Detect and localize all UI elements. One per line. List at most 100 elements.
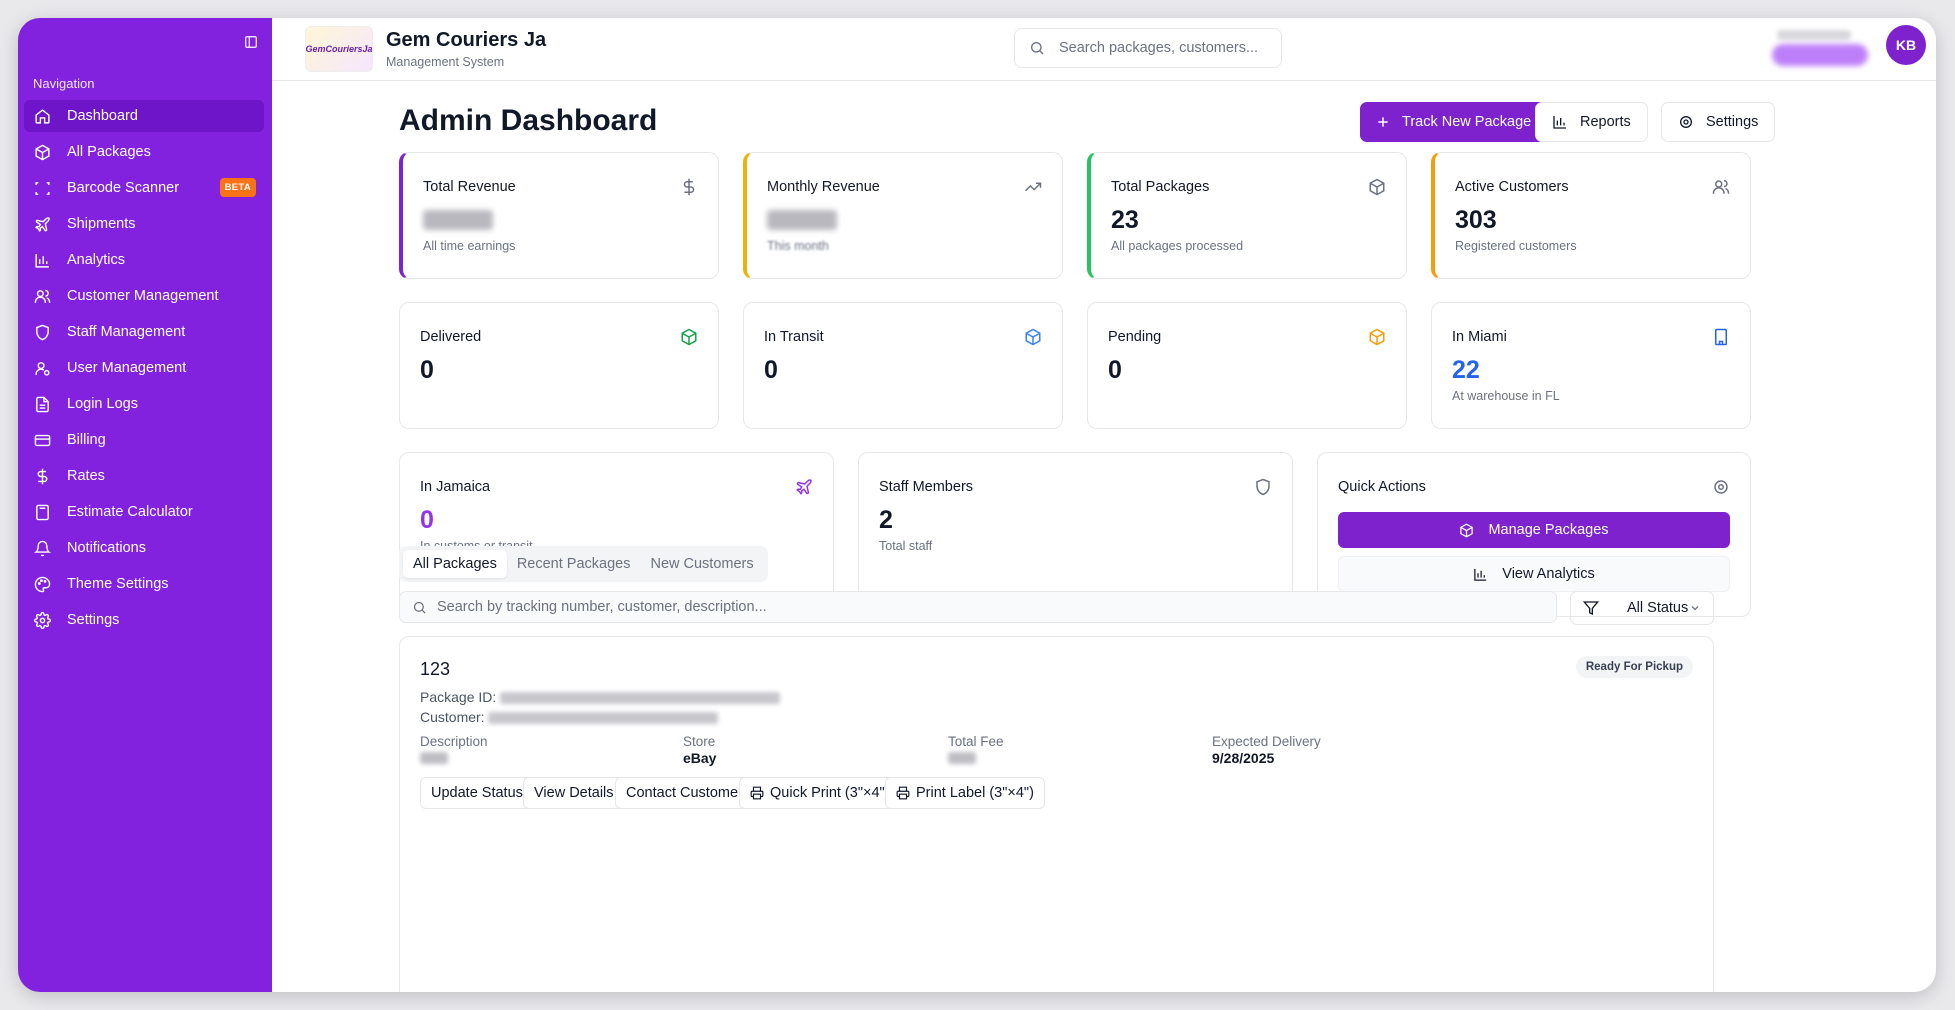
sidebar-item-label: Settings [67,612,120,628]
package-icon [1460,523,1474,537]
status-badge: Ready For Pickup [1575,656,1693,678]
settings-button[interactable]: Settings [1661,102,1776,142]
nav-section-title: Navigation [33,76,95,91]
app-window: Navigation Dashboard All Packages Barcod… [18,18,1936,992]
tab-new-customers[interactable]: New Customers [650,556,754,572]
expected-delivery-label: Expected Delivery [1212,734,1321,749]
stat-value-redacted [423,210,493,230]
description-value-redacted [420,752,448,764]
package-icon [1369,328,1385,346]
sidebar-item-barcode-scanner[interactable]: Barcode Scanner BETA [24,172,264,204]
brand-name: Gem Couriers Ja [386,29,547,51]
package-icon [35,144,50,160]
sidebar-item-analytics[interactable]: Analytics [24,244,264,276]
contact-customer-button[interactable]: Contact Customer [615,777,754,809]
sidebar-item-label: Customer Management [67,288,219,304]
package-search-input[interactable]: Search by tracking number, customer, des… [399,591,1557,623]
stat-value: 0 [1108,356,1122,384]
top-header: GemCouriersJa Gem Couriers Ja Management… [272,18,1936,81]
sidebar-item-staff-management[interactable]: Staff Management [24,316,264,348]
sidebar-item-rates[interactable]: Rates [24,460,264,492]
users-icon [1712,179,1730,194]
search-placeholder: Search packages, customers... [1059,40,1259,56]
sidebar-item-label: Login Logs [67,396,138,412]
track-new-package-button[interactable]: Track New Package [1360,102,1548,142]
stat-card-active-customers: Active Customers 303 Registered customer… [1431,152,1751,279]
sidebar-item-notifications[interactable]: Notifications [24,532,264,564]
package-id-redacted [500,692,781,705]
status-filter-select[interactable]: All Status [1570,591,1714,625]
sidebar-item-shipments[interactable]: Shipments [24,208,264,240]
package-number: 123 [420,659,451,679]
stat-card-monthly-revenue: Monthly Revenue This month [743,152,1063,279]
logo-text: GemCouriersJa [305,44,373,54]
total-fee-label: Total Fee [948,734,1004,749]
status-filter-value: All Status [1627,600,1689,616]
update-status-button[interactable]: Update Status [420,777,534,809]
quick-actions-card: Quick Actions Manage Packages View Analy… [1317,452,1751,617]
bell-icon [34,540,51,556]
chevron-down-icon [1691,606,1699,611]
user-role-redacted [1772,44,1868,66]
sidebar-item-label: Shipments [67,216,136,232]
view-details-button[interactable]: View Details [523,777,625,809]
manage-packages-label: Manage Packages [1488,522,1609,538]
beta-badge: BETA [219,178,256,197]
sidebar-item-label: Theme Settings [67,576,169,592]
stat-subtitle: All time earnings [423,239,516,253]
sidebar-item-dashboard[interactable]: Dashboard [24,100,264,132]
printer-icon [896,786,910,800]
store-label: Store [683,734,716,749]
avatar[interactable]: KB [1886,25,1926,65]
stat-value-redacted [767,210,837,230]
sidebar-item-label: Dashboard [67,108,138,124]
tab-all-packages[interactable]: All Packages [403,550,507,578]
sidebar-item-login-logs[interactable]: Login Logs [24,388,264,420]
store-value: eBay [683,750,717,766]
stat-value: 23 [1111,206,1139,234]
user-name-redacted [1777,30,1851,40]
package-card: 123 Package ID: Customer: Ready For Pick… [399,636,1714,992]
sidebar-item-label: Analytics [67,252,126,268]
quick-print-button[interactable]: Quick Print (3"×4") [739,777,901,809]
brand-logo[interactable]: GemCouriersJa [305,26,373,72]
stat-card-in-miami: In Miami 22 At warehouse in FL [1431,302,1751,429]
sidebar-item-all-packages[interactable]: All Packages [24,136,264,168]
shield-icon [1256,478,1270,496]
manage-packages-button[interactable]: Manage Packages [1338,512,1730,548]
stat-card-in-transit: In Transit 0 [743,302,1063,429]
stat-card-total-packages: Total Packages 23 All packages processed [1087,152,1407,279]
scan-icon [35,181,50,195]
user-cog-icon [35,361,50,376]
sidebar-toggle-icon[interactable] [240,31,262,53]
sidebar-item-customer-management[interactable]: Customer Management [24,280,264,312]
sidebar-item-billing[interactable]: Billing [24,424,264,456]
stat-title: Total Revenue [423,179,516,195]
gear-icon [1680,116,1692,128]
sidebar-item-user-management[interactable]: User Management [24,352,264,384]
gear-icon [1714,480,1728,494]
reports-button[interactable]: Reports [1535,102,1648,142]
search-icon [1031,42,1044,55]
stat-card-total-revenue: Total Revenue All time earnings [399,152,719,279]
stat-title: In Jamaica [420,479,491,495]
package-search-placeholder: Search by tracking number, customer, des… [437,599,767,615]
global-search-input[interactable]: Search packages, customers... [1014,28,1282,68]
reports-label: Reports [1580,114,1631,130]
users-icon [34,289,51,303]
tab-recent-packages[interactable]: Recent Packages [516,556,631,572]
print-label-button[interactable]: Print Label (3"×4") [885,777,1045,809]
brand-subtitle: Management System [386,55,505,69]
credit-card-icon [34,434,51,446]
package-id-label: Package ID: [420,689,497,705]
stat-title: Staff Members [879,479,974,495]
sidebar-item-label: Billing [67,432,106,448]
view-analytics-button[interactable]: View Analytics [1338,556,1730,592]
sidebar-item-settings[interactable]: Settings [24,604,264,636]
sidebar-item-theme-settings[interactable]: Theme Settings [24,568,264,600]
sidebar-item-label: Rates [67,468,105,484]
stat-subtitle: At warehouse in FL [1452,389,1560,403]
quick-actions-title: Quick Actions [1338,479,1426,495]
sidebar: Navigation Dashboard All Packages Barcod… [18,18,272,992]
sidebar-item-estimate-calculator[interactable]: Estimate Calculator [24,496,264,528]
